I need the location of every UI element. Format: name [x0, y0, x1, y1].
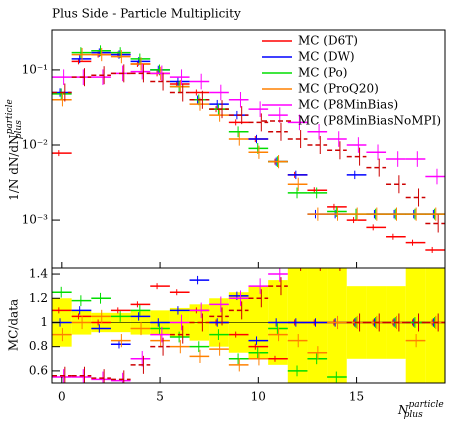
ratio-band: [405, 268, 426, 383]
ratio-plot: [52, 268, 445, 383]
y-label-sub: plus: [14, 120, 24, 139]
ratio-y-label: MC/data: [7, 299, 21, 351]
ratio-band: [287, 268, 308, 383]
main-plot: [52, 45, 445, 253]
legend-label: MC (P8MinBiasNoMPI): [298, 114, 441, 128]
chart-title: Plus Side - Particle Multiplicity: [52, 7, 241, 21]
y-label-sup: particle: [5, 99, 15, 134]
x-label-sup: particle: [409, 400, 444, 410]
legend-label: MC (P8MinBias): [298, 98, 398, 112]
ratio-band: [327, 268, 347, 383]
ratio-frame: [51, 267, 446, 384]
legend-label: MC (Po): [298, 66, 347, 80]
x-label-main: N: [397, 403, 409, 417]
y-label-main: 1/N dN/dN: [7, 134, 21, 200]
legend-label: MC (ProQ20): [298, 82, 379, 96]
ratio-y-tick-label: 0.6: [29, 363, 48, 377]
x-label-sub: plus: [404, 410, 423, 420]
ratio-y-tick-label: 1.2: [29, 291, 48, 305]
legend-label: MC (D6T): [298, 34, 358, 48]
y-axis-label: 1/N dN/dNparticleplus: [5, 99, 24, 201]
ratio-band-layer: [52, 268, 445, 383]
y-tick-label: 10⁻³: [22, 213, 49, 227]
x-axis-label: Nparticle plus: [397, 400, 444, 420]
ratio-y-tick-label: 1.4: [29, 267, 48, 281]
x-tick-label: 10: [251, 390, 266, 404]
ratio-band: [425, 268, 445, 383]
legend-label: MC (DW): [298, 50, 355, 64]
x-tick-label: 15: [349, 390, 364, 404]
x-tick-label: 0: [58, 390, 66, 404]
y-tick-label: 10⁻¹: [22, 62, 48, 76]
ratio-y-tick-label: 0.8: [29, 339, 48, 353]
y-tick-label: 10⁻²: [22, 137, 49, 151]
ratio-band: [307, 268, 328, 383]
x-tick-label: 5: [156, 390, 164, 404]
ratio-y-tick-label: 1: [40, 315, 48, 329]
